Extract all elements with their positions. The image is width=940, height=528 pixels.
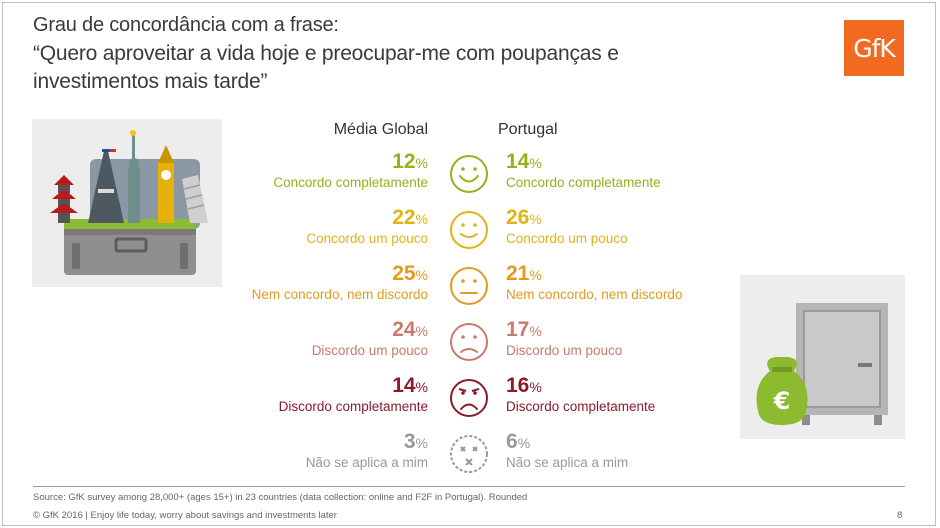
portugal-percentage: 26% <box>506 206 628 230</box>
global-cell: 22% Concordo um pouco <box>306 206 428 248</box>
category-label: Concordo completamente <box>506 175 661 190</box>
global-percentage: 14% <box>279 374 428 398</box>
global-percentage: 3% <box>306 430 428 454</box>
happy-face-icon <box>449 210 489 250</box>
result-row: 3% Não se aplica a mim 6% Não se aplica a m… <box>0 430 940 486</box>
percent-sign: % <box>529 211 542 227</box>
very-happy-face-icon <box>449 154 489 194</box>
portugal-percentage: 16% <box>506 374 655 398</box>
safe-illustration: € <box>740 275 905 439</box>
portugal-percentage: 21% <box>506 262 682 286</box>
percent-sign: % <box>415 435 428 451</box>
svg-text:€: € <box>773 387 791 415</box>
percentage-value: 17 <box>506 318 530 341</box>
result-row: 12% Concordo completamente 14% Concordo com… <box>0 150 940 206</box>
percentage-value: 22 <box>392 206 416 229</box>
footer-divider <box>33 486 905 487</box>
percent-sign: % <box>415 155 428 171</box>
percent-sign: % <box>415 379 428 395</box>
percentage-value: 3 <box>403 430 416 453</box>
category-label: Concordo um pouco <box>306 231 428 246</box>
travel-suitcase-illustration <box>32 119 222 287</box>
percent-sign: % <box>415 267 428 283</box>
portugal-percentage: 17% <box>506 318 622 342</box>
safe-money-bag-icon: € <box>756 303 888 425</box>
category-label: Discordo completamente <box>506 399 656 414</box>
category-label: Nem concordo, nem discordo <box>251 287 428 302</box>
suitcase-landmarks-icon <box>50 130 208 275</box>
dead-face-icon <box>449 434 489 474</box>
global-cell: 12% Concordo completamente <box>273 150 428 192</box>
global-cell: 24% Discordo um pouco <box>312 318 428 360</box>
global-cell: 14% Discordo completamente <box>279 374 428 416</box>
global-cell: 25% Nem concordo, nem discordo <box>252 262 428 304</box>
category-label: Concordo completamente <box>273 175 428 190</box>
percentage-value: 25 <box>392 262 416 285</box>
slide-title: Grau de concordância com a frase: <box>33 14 339 36</box>
percent-sign: % <box>529 379 542 395</box>
percentage-value: 26 <box>506 206 530 229</box>
very-sad-face-icon <box>449 378 489 418</box>
portugal-cell: 6% Não se aplica a mim <box>506 430 628 472</box>
portugal-percentage: 14% <box>506 150 661 174</box>
neutral-face-icon <box>449 266 489 306</box>
category-label: Discordo um pouco <box>311 343 428 358</box>
portugal-cell: 21% Nem concordo, nem discordo <box>506 262 682 304</box>
category-label: Discordo completamente <box>278 399 428 414</box>
global-percentage: 25% <box>252 262 428 286</box>
percent-sign: % <box>415 211 428 227</box>
percent-sign: % <box>529 267 542 283</box>
result-row: 14% Discordo completamente 16% Discordo com… <box>0 374 940 430</box>
percent-sign: % <box>415 323 428 339</box>
global-cell: 3% Não se aplica a mim <box>306 430 428 472</box>
column-header-portugal: Portugal <box>498 121 558 138</box>
percentage-value: 14 <box>392 374 416 397</box>
percentage-value: 21 <box>506 262 530 285</box>
portugal-cell: 26% Concordo um pouco <box>506 206 628 248</box>
percent-sign: % <box>517 435 531 451</box>
category-label: Não se aplica a mim <box>305 455 428 470</box>
percentage-value: 12 <box>392 150 416 173</box>
source-note: Source: GfK survey among 28,000+ (ages 1… <box>33 492 528 503</box>
portugal-percentage: 6% <box>506 430 628 454</box>
result-row: 24% Discordo um pouco 17% Discordo um pouco <box>0 318 940 374</box>
global-percentage: 12% <box>273 150 428 174</box>
slide-quote: “Quero aproveitar a vida hoje e preocupa… <box>33 42 619 93</box>
category-label: Concordo um pouco <box>506 231 628 246</box>
percentage-value: 14 <box>506 150 530 173</box>
category-label: Discordo um pouco <box>506 343 623 358</box>
percent-sign: % <box>529 323 542 339</box>
sad-face-icon <box>449 322 489 362</box>
gfk-logo: GfK <box>844 20 904 76</box>
category-label: Nem concordo, nem discordo <box>506 287 683 302</box>
global-percentage: 24% <box>312 318 428 342</box>
percentage-value: 24 <box>392 318 416 341</box>
portugal-cell: 17% Discordo um pouco <box>506 318 622 360</box>
portugal-cell: 14% Concordo completamente <box>506 150 661 192</box>
result-row: 22% Concordo um pouco 26% Concordo um pouco <box>0 206 940 262</box>
footer-copyright: © GfK 2016 | Enjoy life today, worry abo… <box>33 510 337 521</box>
category-label: Não se aplica a mim <box>506 455 629 470</box>
portugal-cell: 16% Discordo completamente <box>506 374 655 416</box>
page-number: 8 <box>897 510 903 521</box>
result-row: 25% Nem concordo, nem discordo 21% Nem conc… <box>0 262 940 318</box>
column-header-global: Média Global <box>333 121 428 138</box>
percent-sign: % <box>529 155 542 171</box>
percentage-value: 6 <box>506 430 518 453</box>
percentage-value: 16 <box>506 374 530 397</box>
global-percentage: 22% <box>306 206 428 230</box>
